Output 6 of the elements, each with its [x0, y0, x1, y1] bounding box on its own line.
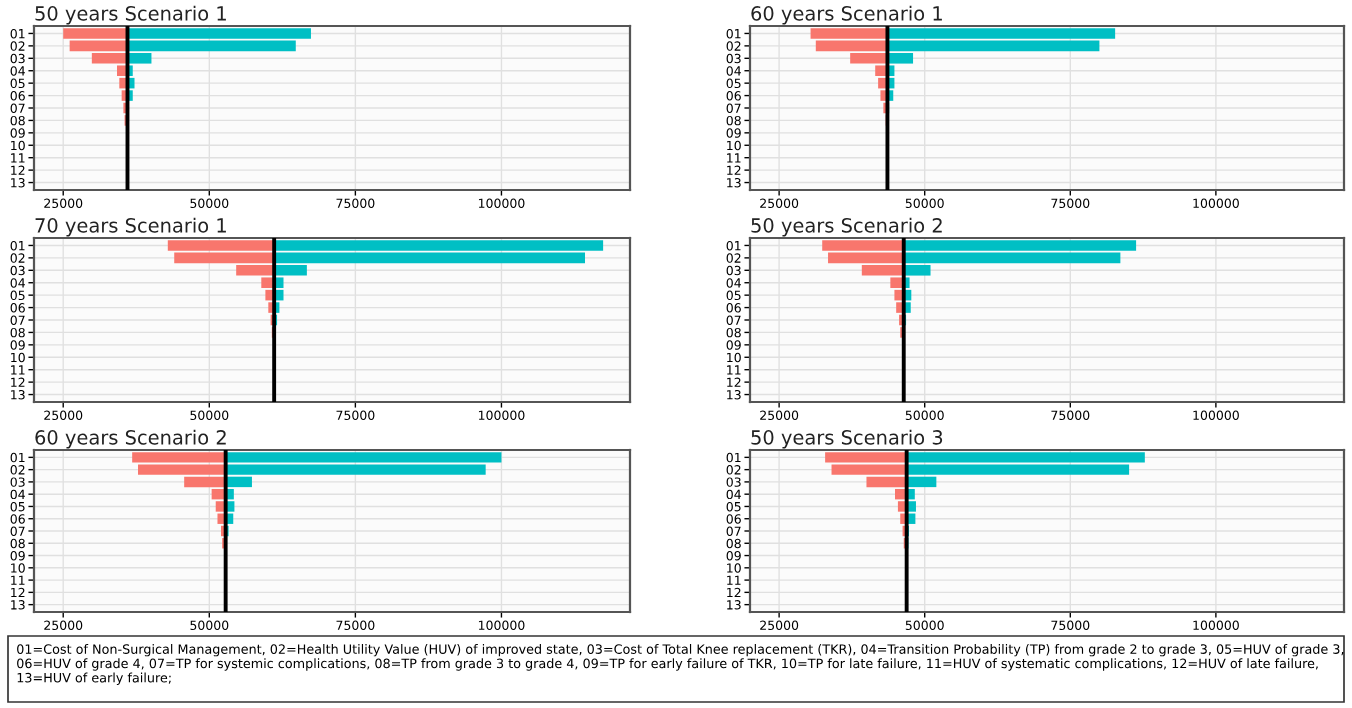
chart-title: 70 years Scenario 1: [35, 217, 226, 237]
chart-title: 60 years Scenario 2: [35, 429, 226, 449]
chart-title: 50 years Scenario 2: [751, 217, 942, 237]
chart-title: 50 years Scenario 3: [751, 429, 943, 449]
chart-title: 50 years Scenario 1: [35, 5, 226, 25]
chart-title: 60 years Scenario 1: [751, 5, 942, 25]
